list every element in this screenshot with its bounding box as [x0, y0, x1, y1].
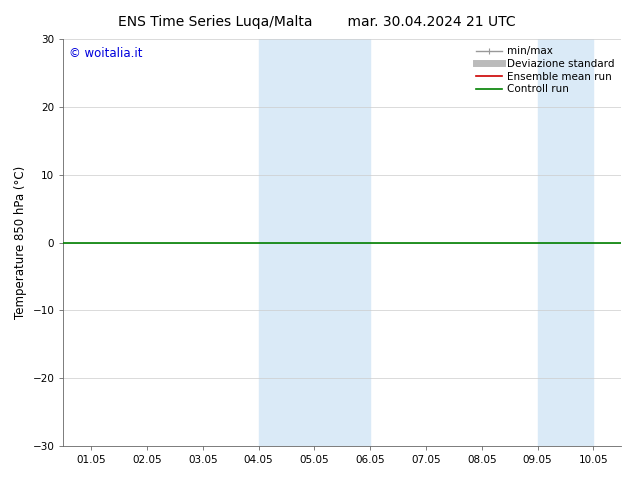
Text: ENS Time Series Luqa/Malta        mar. 30.04.2024 21 UTC: ENS Time Series Luqa/Malta mar. 30.04.20… [118, 15, 516, 29]
Legend: min/max, Deviazione standard, Ensemble mean run, Controll run: min/max, Deviazione standard, Ensemble m… [474, 45, 616, 97]
Y-axis label: Temperature 850 hPa (°C): Temperature 850 hPa (°C) [14, 166, 27, 319]
Bar [314, 39, 370, 446]
Text: © woitalia.it: © woitalia.it [69, 48, 143, 60]
Bar [538, 39, 593, 446]
Bar [259, 39, 314, 446]
